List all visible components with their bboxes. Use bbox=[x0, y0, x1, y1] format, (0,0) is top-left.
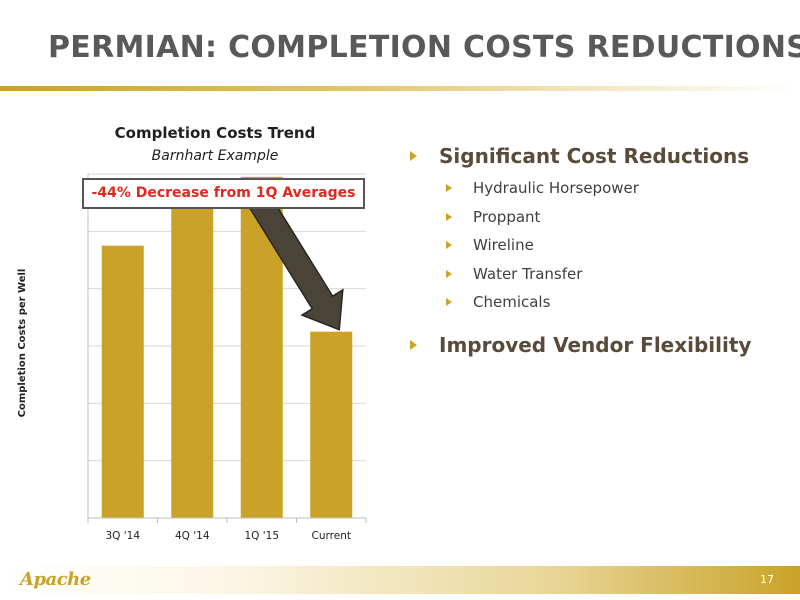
bullet-list: Significant Cost Reductions Hydraulic Ho… bbox=[410, 140, 790, 363]
chart-title: Completion Costs Trend bbox=[114, 124, 316, 142]
sub-bullet-arrow-icon bbox=[446, 298, 452, 306]
apache-logo: Apache bbox=[20, 569, 91, 590]
footer-bar bbox=[0, 566, 800, 594]
x-tick-label: 3Q '14 bbox=[105, 530, 140, 542]
sub-bullet-hydraulic: Hydraulic Horsepower bbox=[410, 174, 790, 203]
sub-bullet-proppant: Proppant bbox=[410, 203, 790, 232]
bullet-cost-reductions: Significant Cost Reductions bbox=[410, 140, 790, 174]
bullet-arrow-icon bbox=[410, 151, 417, 161]
sub-bullet-text: Water Transfer bbox=[473, 264, 583, 283]
bullet-text: Significant Cost Reductions bbox=[439, 144, 750, 168]
sub-bullet-wireline: Wireline bbox=[410, 231, 790, 260]
x-tick-label: 1Q '15 bbox=[244, 530, 279, 542]
bullet-arrow-icon bbox=[410, 339, 417, 350]
bar-chart: 3Q '14 4Q '14 1Q '15 Current bbox=[87, 173, 367, 542]
sub-bullet-text: Hydraulic Horsepower bbox=[473, 179, 639, 197]
bullet-text: Improved Vendor Flexibility bbox=[439, 332, 752, 357]
bullet-vendor-flexibility: Improved Vendor Flexibility bbox=[410, 329, 790, 363]
sub-bullet-text: Wireline bbox=[473, 236, 534, 254]
sub-bullet-water-transfer: Water Transfer bbox=[410, 260, 790, 289]
bar-4q-14 bbox=[171, 202, 214, 518]
sub-bullet-text: Proppant bbox=[473, 207, 541, 226]
title-divider bbox=[0, 86, 800, 91]
sub-bullet-arrow-icon bbox=[446, 269, 452, 278]
decrease-callout: -44% Decrease from 1Q Averages bbox=[82, 178, 365, 209]
page-number: 17 bbox=[760, 573, 774, 586]
sub-bullet-arrow-icon bbox=[446, 184, 452, 192]
slide-title: PERMIAN: COMPLETION COSTS REDUCTIONS bbox=[48, 30, 800, 65]
x-tick-label: Current bbox=[312, 530, 351, 542]
sub-bullet-arrow-icon bbox=[446, 212, 452, 221]
bar-3q-14 bbox=[101, 245, 144, 518]
sub-bullet-chemicals: Chemicals bbox=[410, 288, 790, 317]
bar-current bbox=[310, 331, 353, 518]
sub-bullet-text: Chemicals bbox=[473, 293, 551, 311]
chart-subtitle: Barnhart Example bbox=[151, 148, 279, 164]
x-tick-label: 4Q '14 bbox=[175, 530, 210, 542]
sub-bullet-arrow-icon bbox=[446, 241, 452, 249]
